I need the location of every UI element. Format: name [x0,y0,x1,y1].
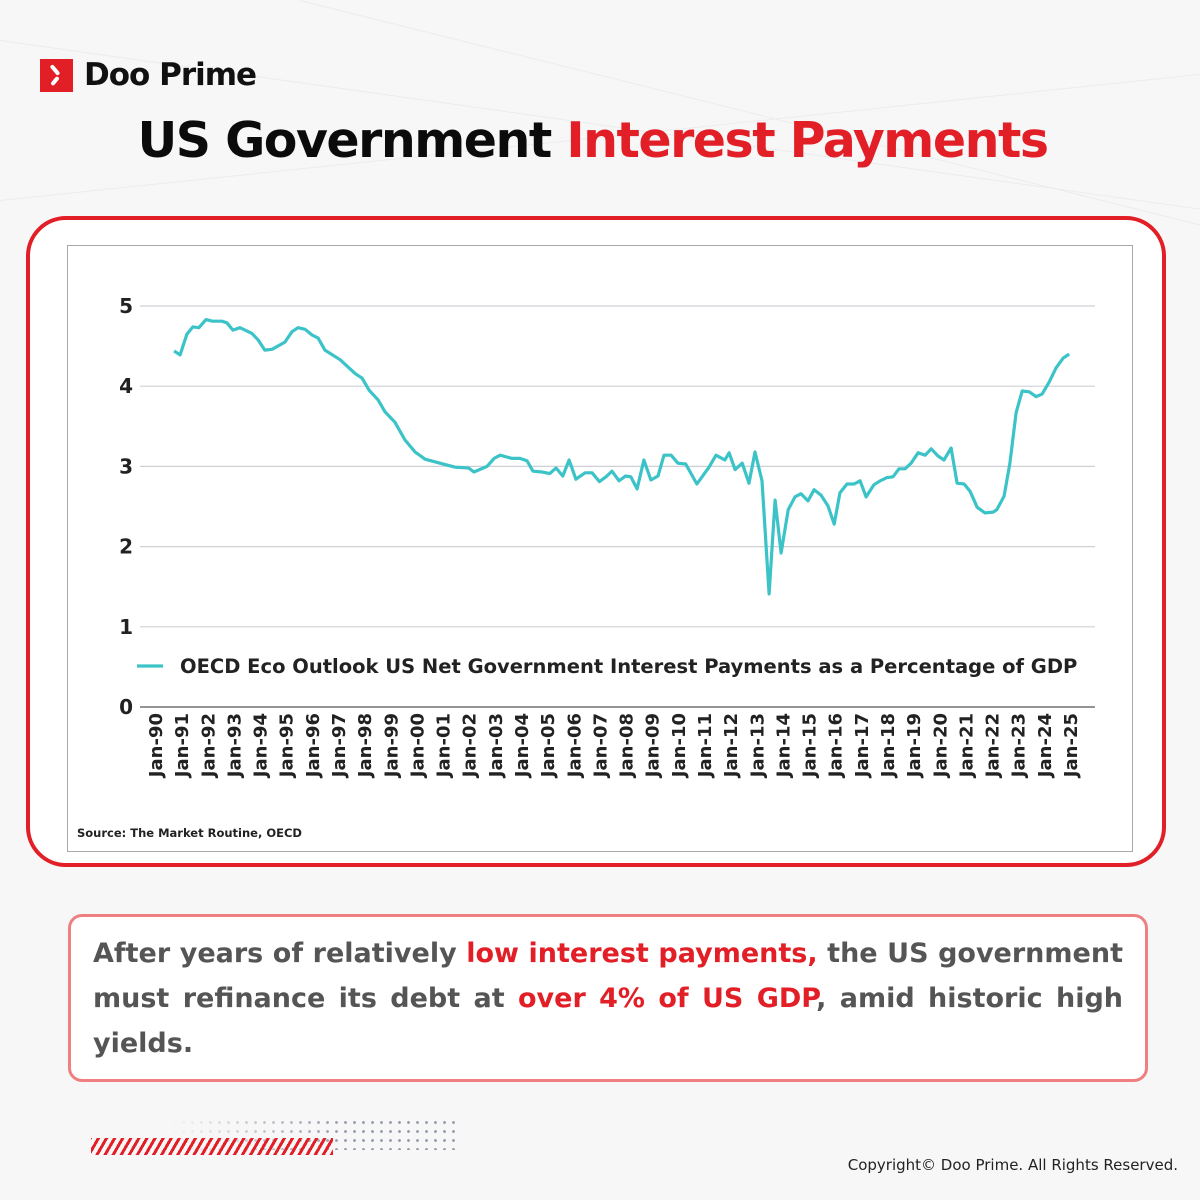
x-tick-label: Jan-12 [721,713,742,779]
x-tick-label: Jan-06 [564,713,585,779]
x-tick-label: Jan-08 [617,713,638,779]
chart-box [67,245,1133,852]
x-tick-label: Jan-18 [878,713,899,779]
chart-source: Source: The Market Routine, OECD [77,826,302,840]
x-tick-label: Jan-05 [538,713,559,779]
x-tick-label: Jan-20 [930,713,951,779]
caption-highlight: low interest payments, [466,938,818,969]
copyright: Copyright© Doo Prime. All Rights Reserve… [847,1156,1178,1174]
title-part-1: US Government [137,112,552,169]
x-tick-label: Jan-15 [800,713,821,779]
caption-text: the US government must refinance its deb… [93,938,1123,1014]
x-tick-label: Jan-17 [852,713,873,779]
caption-text: , amid historic high yields. [93,983,1124,1059]
x-tick-label: Jan-02 [460,713,481,779]
x-tick-label: Jan-11 [695,713,716,779]
legend: OECD Eco Outlook US Net Government Inter… [137,655,1077,678]
x-tick-label: Jan-24 [1035,713,1056,779]
doo-prime-logo-icon [40,58,73,92]
y-tick-label: 5 [119,294,133,318]
caption-text: After years of relatively [93,938,467,969]
x-tick-label: Jan-19 [904,713,925,779]
brand-name: Doo Prime [84,57,257,93]
x-tick-label: Jan-90 [146,713,167,779]
x-tick-label: Jan-13 [747,713,768,779]
x-tick-label: Jan-14 [773,713,794,779]
x-tick-label: Jan-22 [983,713,1004,779]
x-tick-label: Jan-93 [224,713,245,779]
x-tick-label: Jan-94 [251,713,272,779]
x-tick-label: Jan-00 [407,713,428,779]
x-tick-label: Jan-09 [643,713,664,779]
x-tick-label: Jan-96 [303,713,324,779]
y-tick-label: 2 [119,535,133,559]
x-tick-label: Jan-99 [381,713,402,779]
x-tick-label: Jan-97 [329,713,350,779]
y-tick-label: 3 [119,454,133,478]
legend-label: OECD Eco Outlook US Net Government Inter… [180,655,1077,678]
brand-logo: Doo Prime [40,57,257,93]
decorative-stripes [91,1138,333,1155]
x-tick-label: Jan-03 [486,713,507,779]
x-tick-label: Jan-95 [277,713,298,779]
y-tick-label: 0 [119,695,133,719]
x-tick-label: Jan-04 [512,713,533,779]
x-tick-label: Jan-25 [1061,713,1082,779]
x-tick-label: Jan-98 [355,713,376,779]
x-tick-label: Jan-07 [590,713,611,779]
title-part-2: Interest Payments [566,112,1049,169]
x-tick-label: Jan-10 [669,713,690,779]
x-tick-label: Jan-21 [956,713,977,779]
x-tick-label: Jan-01 [434,713,455,779]
x-tick-label: Jan-91 [172,713,193,779]
caption-box: After years of relatively low interest p… [68,914,1148,1082]
x-tick-label: Jan-23 [1009,713,1030,779]
x-tick-label: Jan-16 [826,713,847,779]
y-tick-label: 4 [119,374,133,398]
series-line [173,318,1071,596]
y-tick-label: 1 [119,615,133,639]
x-tick-label: Jan-92 [198,713,219,779]
caption-highlight: over 4% of US GDP [517,983,817,1014]
page-title: US Government Interest Payments [0,112,1185,169]
